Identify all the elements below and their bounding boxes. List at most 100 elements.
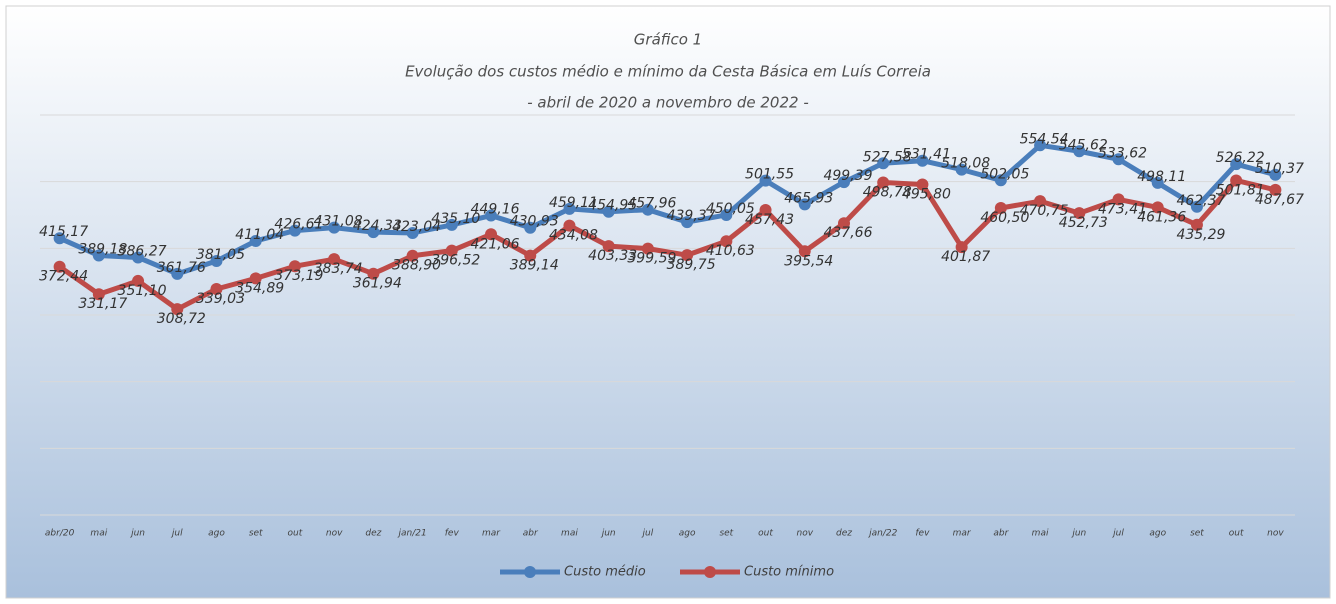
data-label: 372,44 <box>39 269 88 285</box>
marker <box>53 232 66 245</box>
data-label: 399,59 <box>627 251 676 267</box>
data-label: 450,05 <box>706 201 755 217</box>
x-tick-label: nov <box>1267 529 1284 539</box>
x-tick-label: abr/20 <box>45 529 75 539</box>
x-tick-label: mar <box>482 529 501 539</box>
marker <box>798 198 811 211</box>
marker <box>563 202 576 215</box>
marker <box>445 218 458 231</box>
data-label: 403,33 <box>588 248 637 264</box>
data-label: 354,89 <box>235 280 284 296</box>
marker <box>602 240 615 253</box>
data-label: 435,29 <box>1176 227 1225 243</box>
x-tick-label: abr <box>523 529 539 539</box>
series-line <box>58 142 1277 277</box>
marker <box>877 176 890 189</box>
chart-title: Gráfico 1 <box>634 31 702 49</box>
legend-label: Custo mínimo <box>744 565 834 580</box>
data-label: 401,87 <box>941 249 990 265</box>
data-label: 462,37 <box>1176 193 1225 209</box>
marker <box>249 272 262 285</box>
data-label: 339,03 <box>196 291 245 307</box>
data-label: 389,75 <box>667 257 716 273</box>
x-tick-label: mai <box>1032 529 1049 539</box>
data-label: 361,76 <box>157 260 206 276</box>
marker <box>1190 200 1203 213</box>
marker <box>288 260 301 273</box>
marker <box>1269 183 1282 196</box>
series-line <box>58 177 1276 312</box>
marker <box>485 209 498 222</box>
data-label: 439,37 <box>667 208 716 224</box>
marker <box>955 163 968 176</box>
data-label: 396,52 <box>431 253 480 269</box>
data-label: 518,08 <box>941 156 990 172</box>
data-label: 533,62 <box>1098 145 1147 161</box>
data-label: 383,74 <box>314 261 363 277</box>
marker <box>602 205 615 218</box>
chart-subtitle: Evolução dos custos médio e mínimo da Ce… <box>405 63 931 81</box>
data-label: 473,41 <box>1098 201 1147 217</box>
marker <box>720 208 733 221</box>
marker <box>837 176 850 189</box>
marker <box>641 242 654 255</box>
x-tick-label: jan/21 <box>396 529 426 539</box>
data-label: 452,73 <box>1059 215 1108 231</box>
marker <box>524 221 537 234</box>
marker <box>367 267 380 280</box>
x-tick-label: ago <box>1149 529 1166 539</box>
data-label: 410,63 <box>706 243 755 259</box>
x-tick-label: mai <box>561 529 578 539</box>
marker <box>249 234 262 247</box>
marker <box>132 251 145 264</box>
marker <box>681 216 694 229</box>
data-label: 386,27 <box>118 243 167 259</box>
data-label: 388,90 <box>392 258 441 274</box>
x-tick-label: set <box>719 529 733 539</box>
marker <box>681 249 694 262</box>
data-label: 457,96 <box>627 196 676 212</box>
marker <box>1112 193 1125 206</box>
marker <box>485 228 498 241</box>
marker <box>132 274 145 287</box>
data-label: 415,17 <box>39 224 88 240</box>
data-label: 421,06 <box>471 236 520 252</box>
data-label: 510,37 <box>1255 161 1304 177</box>
data-label: 531,41 <box>902 147 951 163</box>
marker <box>759 204 772 217</box>
x-tick-label: jun <box>129 529 145 539</box>
x-tick-label: fev <box>445 529 460 539</box>
data-label: 449,16 <box>471 202 520 218</box>
marker <box>171 267 184 280</box>
marker <box>328 221 341 234</box>
marker <box>798 245 811 258</box>
marker <box>1230 174 1243 187</box>
marker <box>328 253 341 266</box>
marker <box>1269 168 1282 181</box>
data-label: 470,75 <box>1020 203 1069 219</box>
marker <box>563 219 576 232</box>
data-label: 424,33 <box>353 218 402 234</box>
marker <box>759 174 772 187</box>
data-label: 459,11 <box>549 195 598 211</box>
x-tick-label: dez <box>365 529 381 539</box>
data-label: 351,10 <box>118 283 167 299</box>
legend-marker <box>524 566 536 578</box>
marker <box>1073 207 1086 220</box>
data-label: 361,94 <box>353 276 402 292</box>
x-tick-label: out <box>288 529 303 539</box>
data-label: 437,66 <box>823 225 872 241</box>
marker <box>406 249 419 262</box>
marker <box>1230 158 1243 171</box>
data-label: 395,54 <box>784 253 833 269</box>
data-label: 501,55 <box>745 167 794 183</box>
x-tick-label: jul <box>1111 529 1124 539</box>
data-label: 381,05 <box>196 247 245 263</box>
legend-label: Custo médio <box>564 565 646 580</box>
x-tick-label: set <box>1190 529 1204 539</box>
marker <box>837 217 850 230</box>
marker <box>210 282 223 295</box>
data-label: 460,50 <box>980 210 1029 226</box>
marker <box>994 202 1007 214</box>
